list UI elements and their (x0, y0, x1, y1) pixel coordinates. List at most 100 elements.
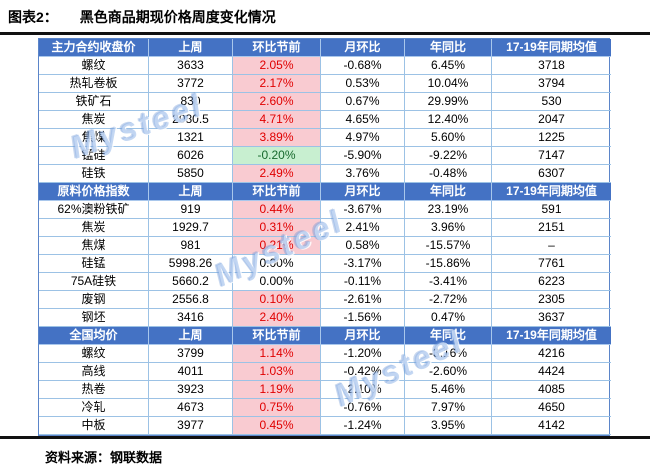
cell-last-week: 830 (149, 93, 233, 111)
cell-yoy: 5.60% (405, 129, 492, 147)
cell-avg: 6223 (492, 273, 611, 291)
row-label: 螺纹 (39, 345, 149, 363)
cell-last-week: 981 (149, 237, 233, 255)
cell-mom: 0.58% (321, 237, 405, 255)
cell-avg: 4650 (492, 399, 611, 417)
cell-last-week: 5998.26 (149, 255, 233, 273)
column-header: 月环比 (321, 39, 405, 57)
column-header: 环比节前 (233, 39, 321, 57)
cell-yoy: -15.57% (405, 237, 492, 255)
column-header: 17-19年同期均值 (492, 183, 611, 201)
column-header: 上周 (149, 183, 233, 201)
row-label: 焦煤 (39, 237, 149, 255)
cell-wow: 2.40% (233, 309, 321, 327)
cell-mom: -1.24% (321, 417, 405, 435)
section-header: 全国均价 (39, 327, 149, 345)
cell-last-week: 3772 (149, 75, 233, 93)
cell-avg: 7761 (492, 255, 611, 273)
cell-avg: 2047 (492, 111, 611, 129)
cell-last-week: 1321 (149, 129, 233, 147)
row-label: 热轧卷板 (39, 75, 149, 93)
cell-avg: 3637 (492, 309, 611, 327)
column-header: 环比节前 (233, 183, 321, 201)
cell-last-week: 3977 (149, 417, 233, 435)
section-header: 主力合约收盘价 (39, 39, 149, 57)
row-label: 硅锰 (39, 255, 149, 273)
cell-avg: 530 (492, 93, 611, 111)
cell-wow: 0.31% (233, 219, 321, 237)
cell-last-week: 2556.8 (149, 291, 233, 309)
cell-wow: 2.60% (233, 93, 321, 111)
cell-mom: 3.76% (321, 165, 405, 183)
cell-avg: – (492, 237, 611, 255)
row-label: 焦炭 (39, 219, 149, 237)
column-header: 年同比 (405, 183, 492, 201)
row-label: 高线 (39, 363, 149, 381)
row-label: 焦煤 (39, 129, 149, 147)
cell-mom: 0.67% (321, 93, 405, 111)
cell-last-week: 5850 (149, 165, 233, 183)
cell-yoy: -15.86% (405, 255, 492, 273)
figure-header: 图表2： 黑色商品期现价格周度变化情况 (0, 0, 650, 25)
cell-yoy: -0.48% (405, 165, 492, 183)
cell-avg: 2305 (492, 291, 611, 309)
cell-wow: 0.00% (233, 255, 321, 273)
cell-mom: -3.17% (321, 255, 405, 273)
cell-wow: 2.49% (233, 165, 321, 183)
cell-wow: 3.89% (233, 129, 321, 147)
row-label: 硅铁 (39, 165, 149, 183)
cell-yoy: -9.22% (405, 147, 492, 165)
cell-mom: -5.90% (321, 147, 405, 165)
source-text: 钢联数据 (110, 450, 163, 465)
figure-number-label: 图表2： (8, 9, 58, 25)
section-header: 原料价格指数 (39, 183, 149, 201)
row-label: 热卷 (39, 381, 149, 399)
column-header: 上周 (149, 39, 233, 57)
cell-mom: -3.67% (321, 201, 405, 219)
cell-mom: 2.41% (321, 219, 405, 237)
cell-wow: 1.03% (233, 363, 321, 381)
column-header: 17-19年同期均值 (492, 327, 611, 345)
cell-last-week: 4011 (149, 363, 233, 381)
column-header: 17-19年同期均值 (492, 39, 611, 57)
cell-wow: 2.05% (233, 57, 321, 75)
figure-title: 黑色商品期现价格周度变化情况 (79, 9, 276, 25)
cell-avg: 1225 (492, 129, 611, 147)
cell-mom: 4.97% (321, 129, 405, 147)
source-label: 资料来源： (45, 450, 111, 465)
cell-mom: -2.10% (321, 381, 405, 399)
cell-avg: 6307 (492, 165, 611, 183)
cell-avg: 4424 (492, 363, 611, 381)
cell-mom: -1.56% (321, 309, 405, 327)
cell-wow: 0.75% (233, 399, 321, 417)
cell-last-week: 3799 (149, 345, 233, 363)
cell-wow: 0.21% (233, 237, 321, 255)
cell-avg: 7147 (492, 147, 611, 165)
cell-last-week: 2080.5 (149, 111, 233, 129)
row-label: 冷轧 (39, 399, 149, 417)
cell-wow: 0.44% (233, 201, 321, 219)
top-divider (0, 32, 650, 35)
cell-avg: 2151 (492, 219, 611, 237)
cell-wow: 1.14% (233, 345, 321, 363)
cell-mom: 4.65% (321, 111, 405, 129)
cell-yoy: 7.97% (405, 399, 492, 417)
cell-yoy: -2.72% (405, 291, 492, 309)
row-label: 75A硅铁 (39, 273, 149, 291)
column-header: 月环比 (321, 327, 405, 345)
cell-last-week: 919 (149, 201, 233, 219)
cell-last-week: 5660.2 (149, 273, 233, 291)
cell-wow: 1.19% (233, 381, 321, 399)
cell-mom: -0.76% (321, 399, 405, 417)
row-label: 焦炭 (39, 111, 149, 129)
cell-avg: 3794 (492, 75, 611, 93)
column-header: 月环比 (321, 183, 405, 201)
cell-avg: 4216 (492, 345, 611, 363)
cell-mom: -0.42% (321, 363, 405, 381)
cell-mom: -1.20% (321, 345, 405, 363)
cell-avg: 591 (492, 201, 611, 219)
cell-avg: 4142 (492, 417, 611, 435)
cell-wow: 2.17% (233, 75, 321, 93)
cell-mom: 0.53% (321, 75, 405, 93)
cell-yoy: -3.41% (405, 273, 492, 291)
